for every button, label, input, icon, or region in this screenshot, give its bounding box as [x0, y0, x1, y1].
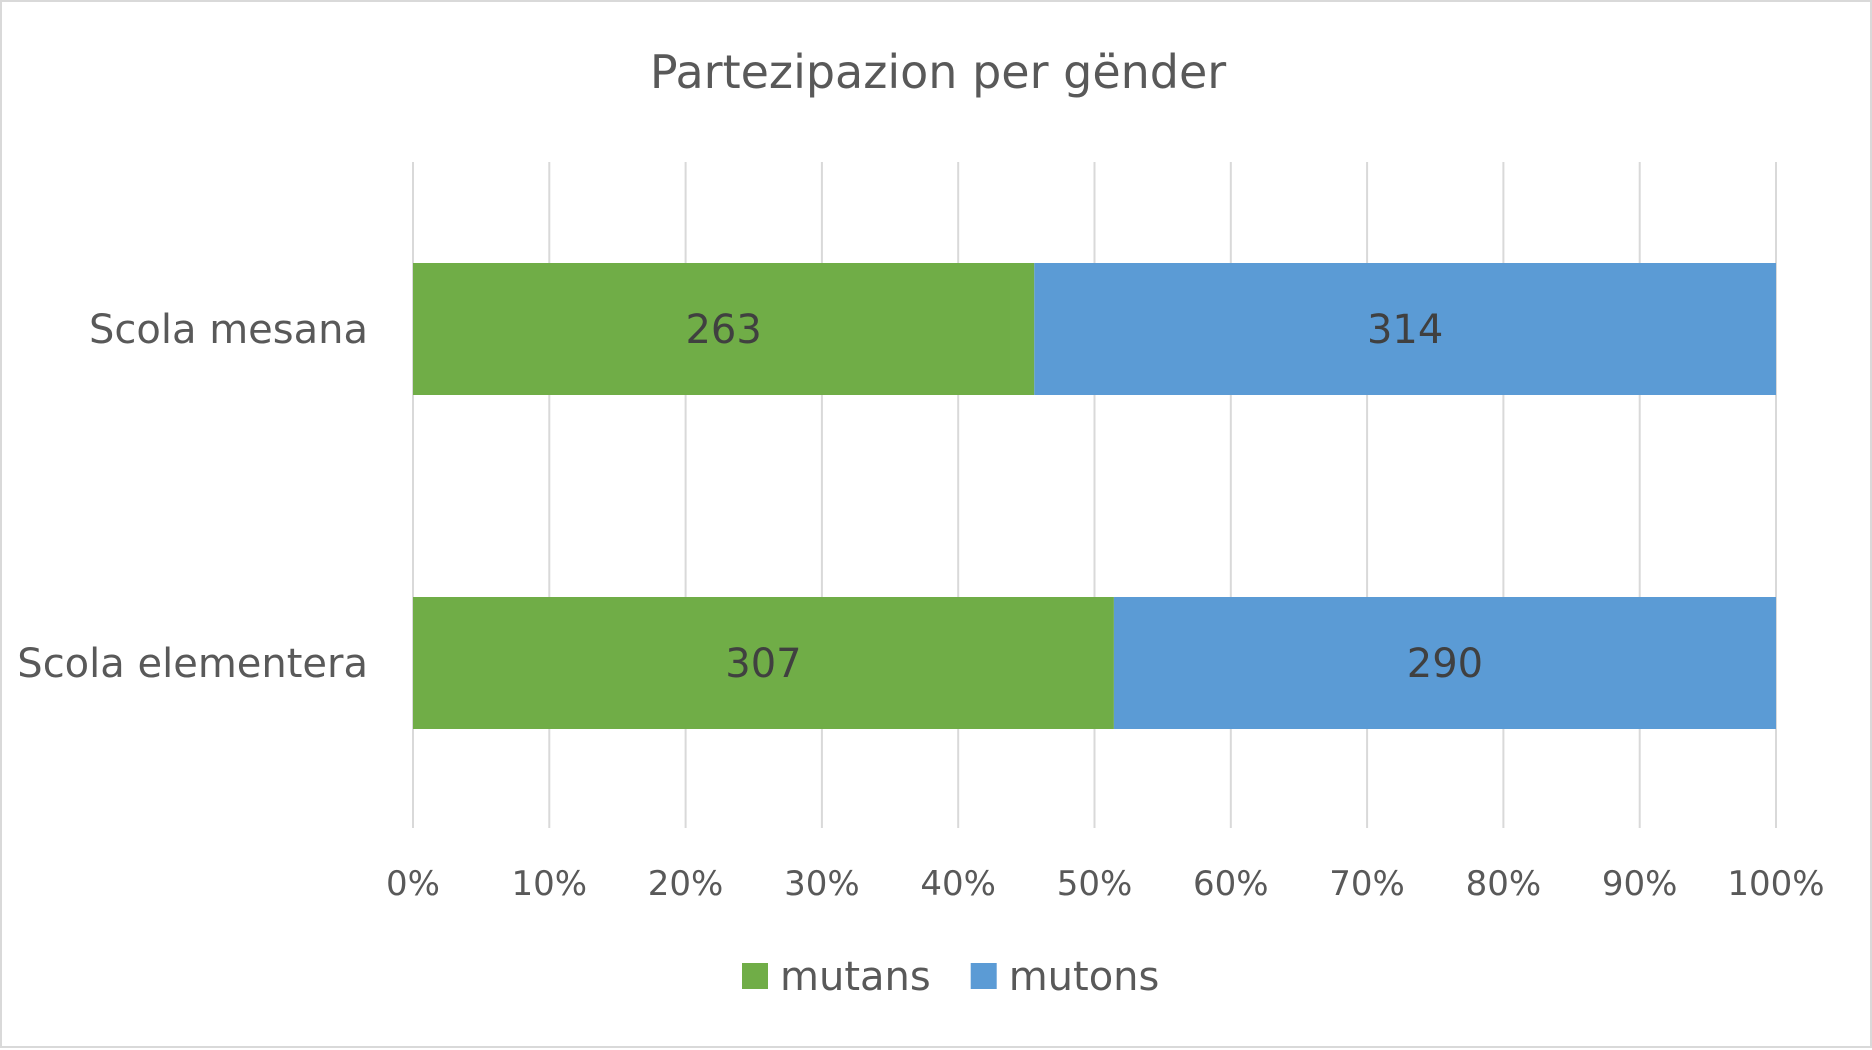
x-tick-label: 80%: [1466, 864, 1542, 904]
x-tick-label: 30%: [784, 864, 860, 904]
legend-label: mutans: [780, 954, 931, 1000]
data-label: 314: [1367, 307, 1443, 353]
data-label: 290: [1407, 641, 1483, 687]
bar-mutons-0: [1034, 263, 1776, 395]
data-label: 263: [685, 307, 761, 353]
x-tick-label: 90%: [1602, 864, 1678, 904]
x-tick-label: 0%: [386, 864, 440, 904]
x-tick-label: 70%: [1329, 864, 1405, 904]
category-label: Scola mesana: [89, 307, 368, 353]
x-tick-label: 60%: [1193, 864, 1269, 904]
legend-swatch-mutons: [970, 963, 997, 989]
category-labels: Scola mesana Scola elementera: [17, 307, 368, 687]
category-label: Scola elementera: [17, 641, 368, 687]
x-tick-label: 10%: [512, 864, 588, 904]
x-tick-label: 40%: [920, 864, 996, 904]
bar-mutans-0: [413, 263, 1035, 395]
x-axis-tick-labels: 0% 10% 20% 30% 40% 50% 60% 70% 80% 90% 100%: [386, 864, 1825, 904]
legend-label: mutons: [1009, 954, 1160, 1000]
legend-swatch-mutans: [742, 963, 768, 989]
bars: 263 314 307 290: [413, 263, 1776, 729]
bar-mutans-1: [413, 597, 1114, 729]
x-tick-label: 20%: [648, 864, 724, 904]
legend: mutans mutons: [742, 954, 1159, 1000]
data-label: 307: [725, 641, 801, 687]
bar-mutons-1: [1113, 597, 1776, 729]
x-tick-label: 100%: [1727, 864, 1824, 904]
x-tick-label: 50%: [1057, 864, 1133, 904]
chart-title: Partezipazion per gënder: [650, 45, 1226, 99]
